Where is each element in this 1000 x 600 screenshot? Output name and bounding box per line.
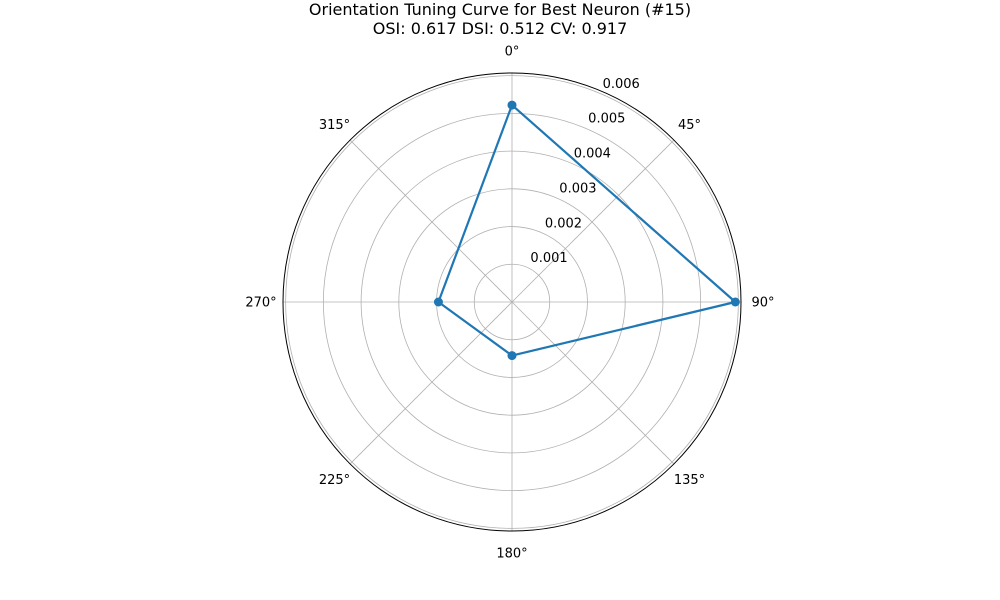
polar-frame bbox=[282, 72, 742, 532]
theta-tick-label: 270° bbox=[245, 296, 276, 311]
chart-title: Orientation Tuning Curve for Best Neuron… bbox=[308, 0, 692, 19]
theta-tick-label: 90° bbox=[751, 296, 774, 311]
data-point bbox=[507, 100, 517, 110]
theta-tick-label: 0° bbox=[505, 45, 520, 60]
r-tick-label: 0.002 bbox=[545, 216, 582, 231]
r-tick-label: 0.006 bbox=[603, 77, 640, 92]
theta-tick-label: 315° bbox=[319, 118, 350, 133]
theta-tick-label: 180° bbox=[496, 547, 527, 562]
r-gridline bbox=[473, 263, 551, 341]
series-line bbox=[437, 104, 737, 357]
theta-tick-label: 45° bbox=[678, 118, 701, 133]
theta-gridline bbox=[511, 301, 675, 465]
theta-gridline bbox=[511, 139, 675, 303]
r-gridline bbox=[322, 112, 702, 492]
r-gridline bbox=[398, 188, 626, 416]
data-point bbox=[730, 297, 740, 307]
axis-labels: 0° 45° 90° 135° 180° 225° 270° 315° 0.001 0.002 0.… bbox=[245, 45, 774, 562]
r-gridline bbox=[360, 150, 664, 454]
chart-title-block: Orientation Tuning Curve for Best Neuron… bbox=[0, 0, 1000, 38]
data-point bbox=[433, 297, 443, 307]
theta-tick-label: 135° bbox=[674, 473, 705, 488]
r-tick-label: 0.005 bbox=[588, 112, 625, 127]
chart-subtitle: OSI: 0.617 DSI: 0.512 CV: 0.917 bbox=[372, 19, 628, 38]
r-tick-label: 0.001 bbox=[530, 251, 567, 266]
r-tick-label: 0.003 bbox=[559, 181, 596, 196]
polar-grid bbox=[282, 72, 742, 532]
data-layer bbox=[433, 100, 740, 361]
theta-gridline bbox=[349, 301, 513, 465]
r-tick-label: 0.004 bbox=[574, 147, 611, 162]
theta-tick-label: 225° bbox=[319, 473, 350, 488]
theta-gridline bbox=[349, 139, 513, 303]
data-point bbox=[507, 351, 517, 361]
